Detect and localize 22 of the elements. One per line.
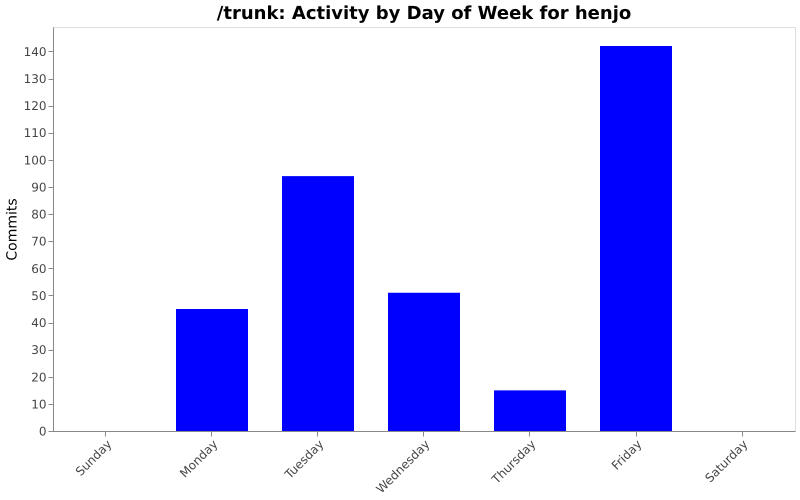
y-axis-title: Commits	[4, 198, 21, 261]
bar	[388, 292, 460, 431]
y-tick-label: 60	[31, 262, 46, 276]
bar	[282, 176, 354, 431]
y-tick-label: 100	[24, 153, 46, 168]
y-tick-label: 40	[31, 316, 46, 330]
y-tick-label: 140	[24, 44, 46, 59]
chart-title: /trunk: Activity by Day of Week for henjo	[216, 3, 632, 24]
y-tick-label: 120	[24, 99, 46, 114]
y-tick-label: 80	[31, 208, 46, 222]
y-tick-label: 30	[31, 343, 46, 358]
y-tick-label: 10	[31, 397, 46, 412]
y-tick-label: 20	[31, 370, 46, 384]
bar	[600, 46, 672, 431]
y-tick-label: 130	[24, 72, 46, 86]
y-tick-label: 90	[31, 180, 46, 194]
y-tick-label: 0	[38, 424, 46, 438]
bar	[176, 308, 248, 431]
y-tick-label: 70	[31, 234, 46, 249]
y-tick-label: 110	[24, 126, 46, 140]
y-tick-label: 50	[31, 288, 46, 303]
bar	[494, 390, 566, 431]
